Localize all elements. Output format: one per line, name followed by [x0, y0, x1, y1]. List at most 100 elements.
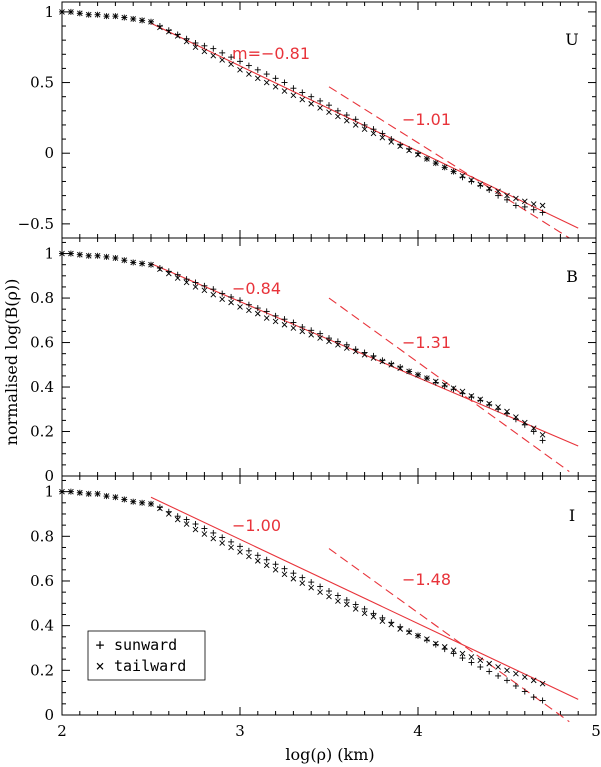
- sunward-point: [219, 49, 226, 56]
- chart-panels: −0.5 0 0.5 1 Um=−0.81 −1.01 0 0.2 0.4 0.6 0.8 1 B −0.…: [18, 1, 601, 740]
- sunward-point: [192, 279, 199, 286]
- sunward-point: [76, 489, 83, 496]
- tailward-point: [352, 348, 359, 355]
- sunward-point: [183, 516, 190, 523]
- y-tick-label: 1: [44, 245, 54, 263]
- sunward-point: [59, 488, 65, 495]
- sunward-point: [486, 668, 493, 675]
- y-tick-label: 0.2: [30, 423, 54, 441]
- panel-b: 0 0.2 0.4 0.6 0.8 1 B −0.84 −1.31: [30, 237, 597, 485]
- sunward-point: [103, 493, 110, 500]
- sunward-point: [201, 42, 208, 49]
- tailward-point: [459, 388, 466, 395]
- tailward-point: [415, 371, 421, 378]
- tailward-point: [326, 338, 332, 345]
- sunward-point: [512, 202, 519, 209]
- tailward-point: [468, 654, 475, 660]
- sunward-point: [210, 529, 217, 536]
- tailward-point: [281, 88, 288, 94]
- tailward-point: [281, 571, 288, 578]
- sunward-point: [263, 556, 270, 563]
- sunward-point: [85, 490, 92, 497]
- y-tick-label: 0.6: [30, 334, 54, 352]
- tailward-point: [228, 61, 234, 67]
- tailward-point: [290, 325, 297, 331]
- sunward-point: [495, 672, 502, 679]
- y-tick-label: 0.5: [30, 74, 54, 92]
- sunward-point: [450, 386, 457, 393]
- tailward-point: [530, 677, 537, 684]
- tailward-point: [272, 318, 279, 325]
- tailward-point: [174, 516, 181, 523]
- tailward-point: [219, 540, 226, 546]
- tailward-point: [254, 310, 261, 317]
- tailward-point: [343, 601, 350, 608]
- sunward-point: [76, 251, 83, 258]
- sunward-point: [450, 650, 457, 657]
- sunward-point: [495, 192, 502, 199]
- fit-line-dashed: [328, 86, 570, 239]
- sunward-point: [317, 583, 324, 590]
- tailward-point: [254, 75, 261, 82]
- tailward-point: [157, 266, 163, 272]
- tailward-point: [441, 644, 448, 650]
- sunward-point: [272, 75, 279, 82]
- sunward-point: [59, 8, 65, 15]
- sunward-point: [130, 498, 137, 505]
- sunward-point: [210, 45, 217, 52]
- sunward-point: [406, 628, 413, 635]
- y-tick-label: 1: [44, 483, 54, 501]
- tailward-point: [539, 432, 546, 438]
- tailward-point: [201, 48, 208, 55]
- legend-sunward-label: sunward: [114, 636, 177, 654]
- tailward-point: [281, 321, 288, 328]
- sunward-point: [183, 276, 190, 283]
- sunward-point: [85, 252, 92, 259]
- legend-sunward-marker: +: [95, 636, 104, 654]
- sunward-point: [343, 341, 350, 348]
- tailward-point: [539, 202, 546, 209]
- tailward-point: [397, 143, 404, 149]
- legend-tailward-marker: ×: [95, 657, 104, 675]
- y-axis-title: normalised log(B(ρ)): [2, 279, 21, 446]
- tailward-point: [317, 589, 323, 595]
- tailward-point: [183, 38, 190, 45]
- tailward-point: [415, 632, 421, 639]
- y-tick-label: 0: [44, 467, 54, 485]
- tailward-point: [263, 79, 270, 86]
- tailward-point: [210, 535, 217, 542]
- sunward-point: [67, 488, 74, 495]
- sunward-point: [290, 319, 297, 326]
- x-tick-label: 4: [413, 722, 423, 740]
- tailward-point: [290, 92, 297, 99]
- sunward-point: [281, 565, 288, 572]
- sunward-point: [343, 112, 350, 119]
- sunward-point: [468, 394, 475, 401]
- tailward-point: [290, 575, 297, 582]
- tailward-point: [201, 287, 208, 294]
- x-tick-label: 2: [57, 722, 67, 740]
- tailward-point: [228, 299, 234, 306]
- tailward-point: [406, 368, 412, 375]
- sunward-point: [192, 39, 199, 46]
- panel-u: −0.5 0 0.5 1 Um=−0.81 −1.01: [18, 1, 597, 239]
- sunward-point: [254, 66, 261, 73]
- sunward-point: [290, 85, 297, 92]
- tailward-point: [450, 168, 457, 175]
- tailward-point: [263, 562, 270, 569]
- sunward-point: [299, 323, 306, 330]
- tailward-point: [326, 593, 332, 600]
- slope-label: m=−0.81: [232, 44, 310, 63]
- sunward-point: [254, 305, 261, 312]
- sunward-point: [148, 500, 154, 507]
- fit-line-dashed: [328, 548, 570, 723]
- sunward-point: [174, 271, 181, 278]
- sunward-point: [432, 379, 439, 386]
- sunward-point: [468, 659, 475, 666]
- sunward-point: [228, 54, 235, 61]
- sunward-point: [94, 252, 101, 259]
- x-tick-label: 5: [591, 722, 601, 740]
- tailward-point: [263, 315, 270, 321]
- sunward-point: [237, 297, 243, 304]
- tailward-point: [237, 304, 243, 310]
